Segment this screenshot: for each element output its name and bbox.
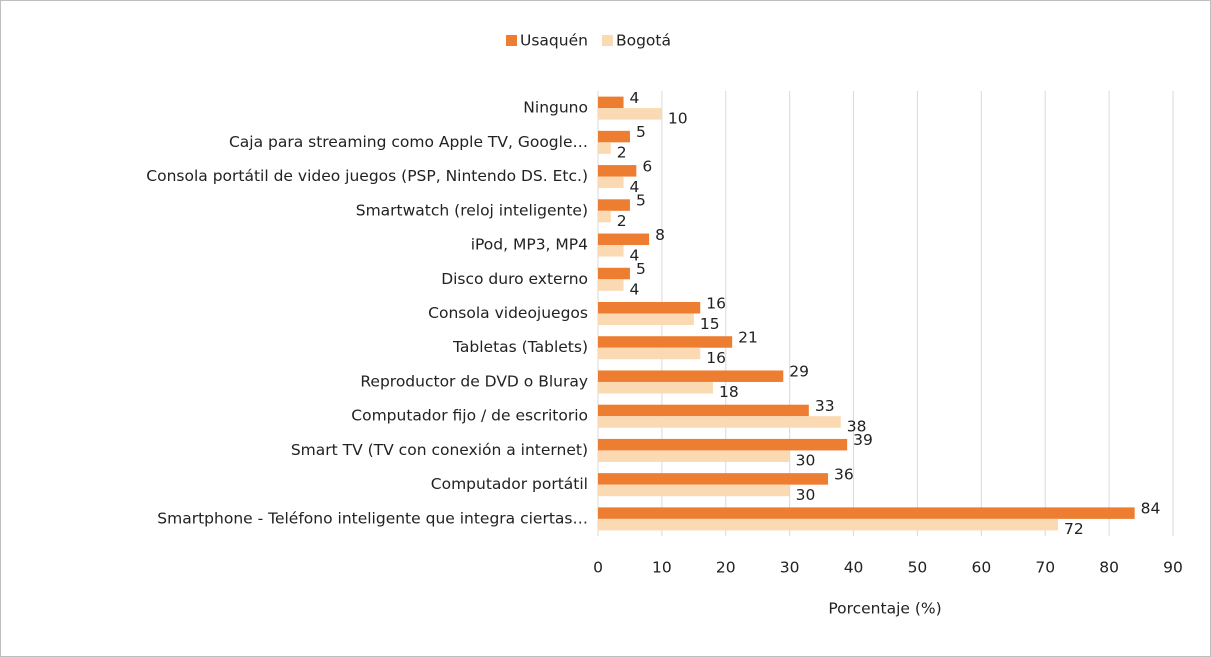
bar (598, 176, 624, 189)
data-label: 29 (789, 363, 809, 381)
legend-swatch (506, 35, 517, 46)
x-tick-label: 20 (716, 559, 736, 577)
bar (598, 416, 841, 428)
y-tick-label: Computador fijo / de escritorio (351, 407, 588, 425)
data-label: 2 (617, 144, 627, 162)
bar (598, 347, 701, 360)
data-label: 4 (630, 89, 640, 107)
x-axis-title: Porcentaje (%) (828, 600, 941, 618)
bar (598, 518, 1058, 531)
bar (598, 381, 713, 394)
data-label: 4 (630, 281, 640, 299)
bar (598, 279, 624, 291)
x-tick-label: 70 (1035, 559, 1055, 577)
y-tick-label: Smartwatch (reloj inteligente) (356, 201, 588, 219)
bar (598, 450, 790, 462)
legend-label: Usaquén (520, 32, 588, 50)
bar (598, 507, 1135, 519)
y-tick-label: Ninguno (523, 99, 588, 117)
bar (598, 108, 662, 120)
data-label: 5 (636, 192, 646, 210)
data-label: 4 (630, 246, 640, 264)
x-tick-label: 0 (593, 559, 603, 577)
x-tick-label: 30 (780, 559, 800, 577)
data-label: 5 (636, 260, 646, 278)
legend-label: Bogotá (616, 32, 671, 50)
y-tick-label: Tabletas (Tablets) (452, 338, 588, 356)
bar (598, 142, 611, 154)
data-label: 10 (668, 109, 688, 127)
y-tick-label: Consola videojuegos (428, 304, 588, 322)
y-tick-label: iPod, MP3, MP4 (471, 236, 588, 254)
data-label: 15 (700, 315, 720, 333)
data-label: 6 (642, 157, 652, 175)
data-label: 16 (706, 294, 726, 312)
bar (598, 438, 848, 451)
data-label: 36 (834, 465, 854, 483)
bar (598, 245, 624, 257)
bar (598, 404, 809, 417)
data-label: 72 (1064, 520, 1084, 538)
x-tick-label: 60 (971, 559, 991, 577)
x-tick-label: 90 (1163, 559, 1183, 577)
bar (598, 210, 611, 223)
data-label: 2 (617, 212, 627, 230)
data-label: 33 (815, 397, 835, 415)
bar (598, 199, 630, 211)
y-tick-label: Reproductor de DVD o Bluray (360, 372, 588, 390)
bar (598, 484, 790, 497)
bar (598, 267, 630, 280)
data-label: 84 (1141, 500, 1161, 518)
y-tick-label: Caja para streaming como Apple TV, Googl… (229, 133, 588, 151)
bar (598, 302, 701, 314)
bar (598, 473, 828, 485)
x-tick-label: 50 (908, 559, 928, 577)
x-tick-label: 80 (1099, 559, 1119, 577)
data-label: 16 (706, 349, 726, 367)
data-label: 30 (796, 486, 816, 504)
bar (598, 336, 733, 348)
x-tick-label: 40 (844, 559, 864, 577)
data-label: 38 (847, 417, 867, 435)
data-label: 39 (853, 431, 873, 449)
data-label: 8 (655, 226, 665, 244)
y-tick-label: Computador portátil (431, 475, 588, 493)
data-label: 21 (738, 328, 758, 346)
data-label: 18 (719, 383, 739, 401)
y-tick-label: Disco duro externo (441, 270, 588, 288)
y-tick-label: Smartphone - Teléfono inteligente que in… (157, 509, 588, 527)
bar (598, 96, 624, 109)
legend-swatch (601, 35, 613, 46)
data-label: 4 (630, 178, 640, 196)
bar (598, 130, 630, 143)
bar (598, 233, 650, 246)
bar (598, 165, 637, 177)
y-tick-label: Smart TV (TV con conexión a internet) (291, 441, 588, 459)
bar (598, 313, 694, 325)
x-tick-label: 10 (652, 559, 672, 577)
data-label: 30 (796, 452, 816, 470)
bar (598, 370, 784, 382)
y-tick-label: Consola portátil de video juegos (PSP, N… (146, 167, 588, 185)
data-label: 5 (636, 123, 646, 141)
